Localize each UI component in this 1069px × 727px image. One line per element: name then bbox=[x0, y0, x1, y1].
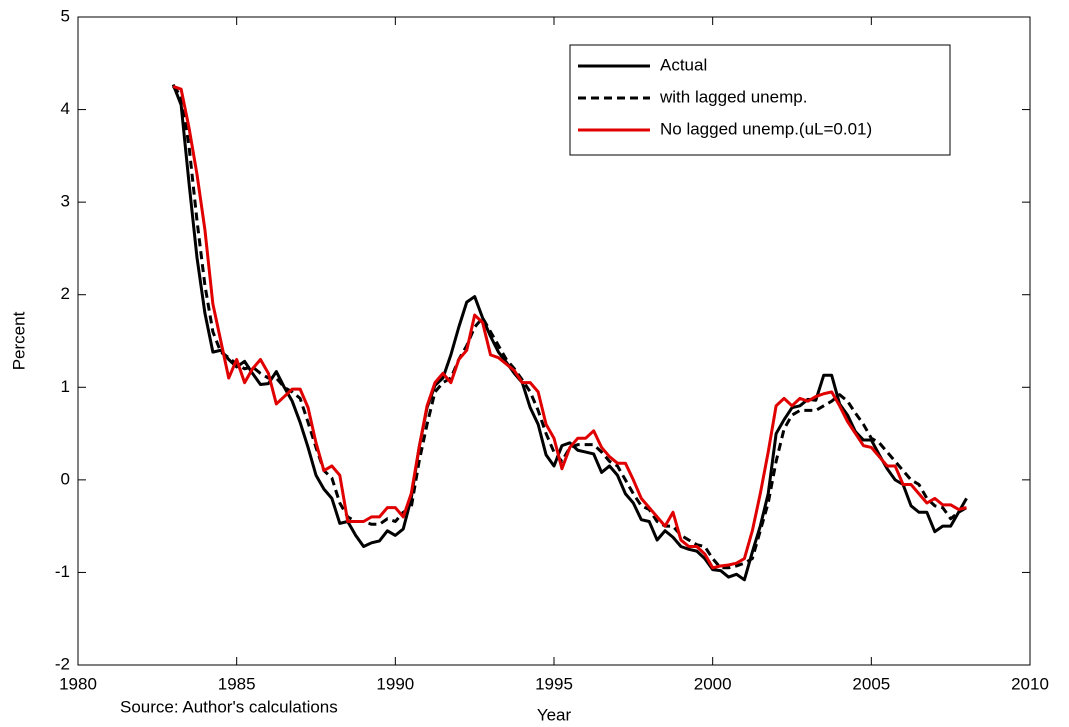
x-tick-label: 1995 bbox=[535, 674, 573, 693]
x-tick-label: 1990 bbox=[376, 674, 414, 693]
y-tick-label: 3 bbox=[61, 192, 70, 211]
x-tick-label: 2000 bbox=[694, 674, 732, 693]
x-tick-label: 1985 bbox=[218, 674, 256, 693]
series-line bbox=[172, 85, 967, 570]
legend-label: No lagged unemp.(uL=0.01) bbox=[660, 119, 872, 138]
y-tick-label: 0 bbox=[61, 469, 70, 488]
y-tick-label: 4 bbox=[61, 99, 70, 118]
y-tick-label: -1 bbox=[55, 562, 70, 581]
y-tick-label: 2 bbox=[61, 284, 70, 303]
x-axis-label: Year bbox=[537, 705, 572, 724]
y-axis-label: Percent bbox=[9, 311, 28, 370]
legend-label: with lagged unemp. bbox=[659, 87, 807, 106]
y-tick-label: 5 bbox=[61, 6, 70, 25]
x-tick-label: 2005 bbox=[852, 674, 890, 693]
series-line bbox=[171, 84, 968, 582]
x-tick-label: 2010 bbox=[1011, 674, 1049, 693]
y-tick-label: -2 bbox=[55, 654, 70, 673]
x-tick-label: 1980 bbox=[59, 674, 97, 693]
source-note: Source: Author's calculations bbox=[120, 697, 338, 716]
legend-box bbox=[569, 44, 951, 156]
legend-label: Actual bbox=[660, 55, 707, 74]
y-tick-label: 1 bbox=[61, 377, 70, 396]
